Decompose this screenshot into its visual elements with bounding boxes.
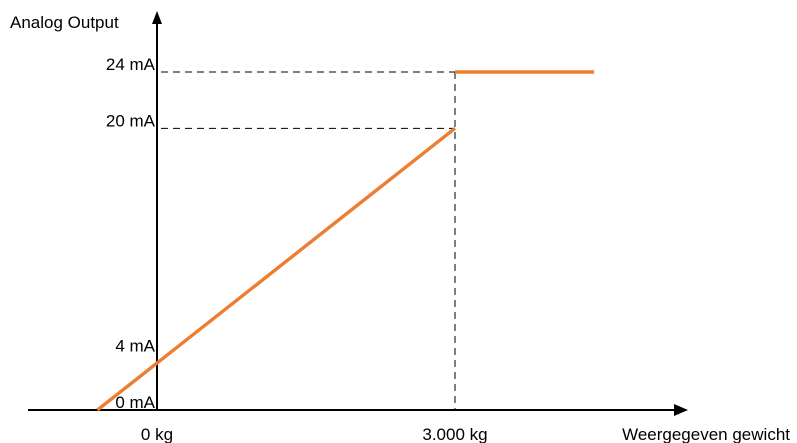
y-tick-label-0: 0 mA bbox=[115, 393, 155, 412]
y-tick-label-24: 24 mA bbox=[106, 55, 156, 74]
x-tick-label-0: 0 kg bbox=[141, 425, 173, 443]
series-group bbox=[96, 70, 595, 412]
axes bbox=[28, 11, 688, 416]
x-axis-arrow-icon bbox=[674, 404, 688, 416]
y-axis-arrow-icon bbox=[152, 11, 162, 24]
series-0-segment-0 bbox=[96, 126, 457, 412]
y-tick-label-4: 4 mA bbox=[115, 337, 155, 356]
guide-lines bbox=[161, 71, 456, 410]
x-axis-title: Weergegeven gewicht bbox=[622, 425, 790, 443]
x-tick-label-3000: 3.000 kg bbox=[422, 425, 487, 443]
x-tick-labels: 0 kg 3.000 kg bbox=[141, 425, 488, 443]
y-tick-label-20: 20 mA bbox=[106, 111, 156, 130]
y-axis-title: Analog Output bbox=[10, 13, 119, 32]
y-tick-labels: 0 mA 4 mA 20 mA 24 mA bbox=[106, 55, 156, 412]
